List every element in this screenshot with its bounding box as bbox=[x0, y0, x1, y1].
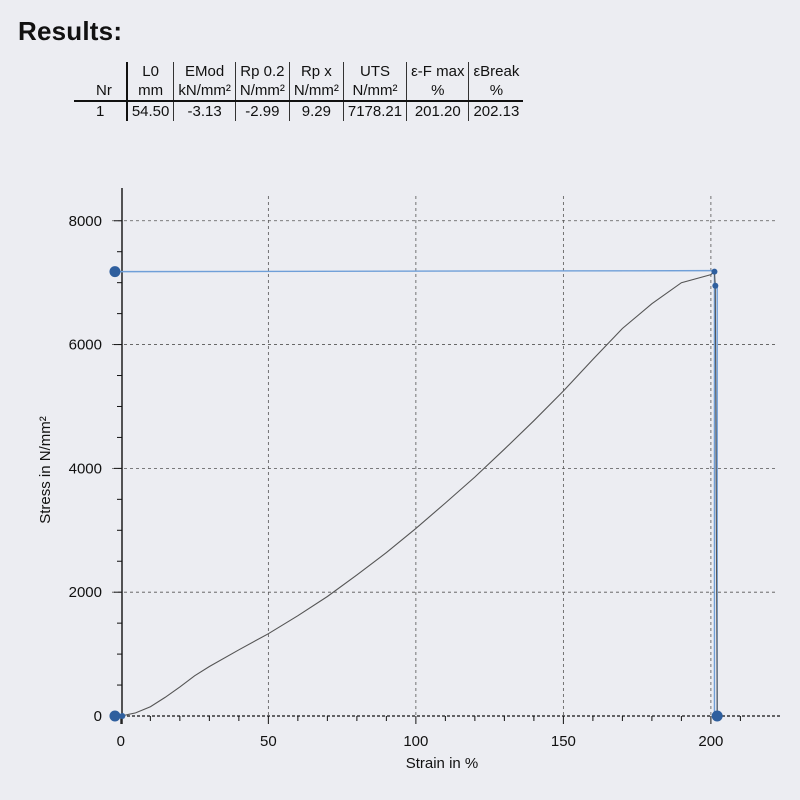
y-tick-label: 8000 bbox=[69, 213, 102, 230]
x-tick-label: 200 bbox=[698, 733, 723, 750]
column-unit-rpx: N/mm² bbox=[288, 81, 344, 102]
cell-l0: 54.50 bbox=[125, 101, 174, 121]
y-tick-label: 6000 bbox=[69, 337, 102, 354]
chart-markers bbox=[109, 266, 723, 722]
x-tick-label: 0 bbox=[117, 733, 125, 750]
x-axis-label: Strain in % bbox=[406, 755, 479, 772]
y-tick-label: 2000 bbox=[69, 584, 102, 601]
cell-rpx: 9.29 bbox=[288, 101, 344, 121]
results-header-names-row: L0 EMod Rp 0.2 Rp x UTS ε-F max εBreak bbox=[74, 62, 524, 81]
stress-strain-curve bbox=[120, 270, 718, 717]
column-header-rp02: Rp 0.2 bbox=[234, 62, 290, 81]
column-header-ebreak: εBreak bbox=[468, 62, 524, 81]
chart-grid bbox=[112, 196, 776, 716]
data-marker bbox=[712, 282, 719, 289]
data-marker bbox=[711, 710, 723, 722]
uts-reference-line bbox=[114, 269, 715, 273]
cell-emod: -3.13 bbox=[173, 101, 236, 121]
column-header-uts: UTS bbox=[342, 62, 407, 81]
chart-series bbox=[120, 270, 718, 717]
data-marker bbox=[119, 713, 126, 719]
chart-reference-lines bbox=[114, 269, 718, 716]
results-table: L0 EMod Rp 0.2 Rp x UTS ε-F max εBreak N… bbox=[74, 62, 524, 121]
y-tick-label: 4000 bbox=[69, 460, 102, 477]
column-header-emod: EMod bbox=[173, 62, 236, 81]
column-header-l0: L0 bbox=[125, 62, 174, 81]
chart-axes bbox=[114, 188, 782, 724]
data-marker bbox=[109, 266, 121, 278]
y-axis-label: Stress in N/mm² bbox=[37, 416, 54, 524]
column-unit-ef-max: % bbox=[406, 81, 469, 102]
x-tick-label: 150 bbox=[551, 733, 576, 750]
column-unit-uts: N/mm² bbox=[342, 81, 407, 102]
x-tick-label: 100 bbox=[403, 733, 428, 750]
column-header-rpx: Rp x bbox=[288, 62, 344, 81]
x-tick-label: 50 bbox=[260, 733, 277, 750]
cell-ef-max: 201.20 bbox=[406, 101, 469, 121]
results-title: Results: bbox=[18, 16, 123, 46]
column-unit-rp02: N/mm² bbox=[234, 81, 290, 102]
data-marker bbox=[109, 710, 121, 722]
data-marker bbox=[711, 268, 718, 275]
column-unit-ebreak: % bbox=[468, 81, 524, 102]
column-header-ef-max: ε-F max bbox=[406, 62, 469, 81]
cell-rp02: -2.99 bbox=[234, 101, 290, 121]
nr-header: Nr bbox=[74, 81, 127, 102]
table-row: 1 54.50 -3.13 -2.99 9.29 7178.21 201.20 … bbox=[74, 101, 524, 121]
cell-ebreak: 202.13 bbox=[468, 101, 524, 121]
cell-uts: 7178.21 bbox=[342, 101, 407, 121]
y-tick-label: 0 bbox=[94, 708, 102, 725]
row-nr: 1 bbox=[96, 103, 105, 120]
column-unit-emod: kN/mm² bbox=[173, 81, 236, 102]
column-unit-l0: mm bbox=[125, 81, 174, 102]
results-header-units-row: Nr mm kN/mm² N/mm² N/mm² N/mm² % % bbox=[74, 81, 524, 102]
